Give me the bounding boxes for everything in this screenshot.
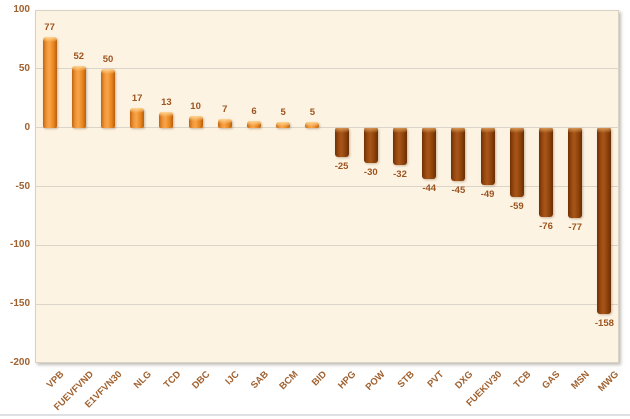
gridline xyxy=(35,244,619,246)
y-axis-label: 50 xyxy=(18,62,30,74)
bar-gloss-cap xyxy=(480,127,495,133)
x-axis-label-text: MSN xyxy=(569,369,592,392)
bar xyxy=(393,127,407,166)
bar-value-label: -32 xyxy=(393,169,407,181)
bar-value-label: -45 xyxy=(451,184,466,196)
x-axis-label-text: TCB xyxy=(511,369,534,391)
bar-value-label: 77 xyxy=(44,22,55,34)
x-axis-label-text: NLG xyxy=(132,369,154,391)
bar xyxy=(130,107,145,128)
bar xyxy=(451,127,466,181)
bar-value-label: 5 xyxy=(280,106,286,118)
bar-value-label: -76 xyxy=(539,221,553,233)
bar xyxy=(188,115,203,128)
x-axis-label-text: DXG xyxy=(452,369,476,392)
bar xyxy=(247,120,261,128)
x-axis-label-text: PVT xyxy=(425,369,446,390)
gridline xyxy=(35,127,619,129)
x-axis-label-text: DBC xyxy=(190,369,213,392)
bar-gloss-cap xyxy=(276,121,291,127)
bar-gloss-cap xyxy=(42,37,57,43)
y-axis-label: -100 xyxy=(9,239,30,251)
bar-gloss-cap xyxy=(130,107,145,113)
bar-value-label: 7 xyxy=(222,104,228,116)
x-axis-label-text: BID xyxy=(309,369,330,389)
bar-value-label: 52 xyxy=(73,51,85,63)
x-axis-label-text: TCD xyxy=(161,369,184,391)
bar xyxy=(217,119,232,128)
bar-value-label: -77 xyxy=(568,222,583,234)
bar-value-label: -158 xyxy=(594,317,614,329)
bar xyxy=(71,66,86,128)
bar-gloss-cap xyxy=(568,127,583,133)
bar-gloss-cap xyxy=(334,127,349,133)
bar xyxy=(597,127,612,314)
x-axis-label-text: BCM xyxy=(276,369,300,393)
bar xyxy=(101,68,115,128)
bar-gloss-cap xyxy=(159,112,174,118)
y-axis-label: 0 xyxy=(24,121,30,133)
bar-value-label: 10 xyxy=(190,100,201,112)
x-axis-label-text: IJC xyxy=(223,369,242,388)
bar-gloss-cap xyxy=(393,127,407,133)
y-axis-label: -50 xyxy=(15,180,30,192)
y-axis-label: 100 xyxy=(13,4,30,15)
bar-value-label: 5 xyxy=(309,106,316,118)
bar-value-label: -59 xyxy=(509,201,524,213)
bar-value-label: 50 xyxy=(102,53,114,65)
bar xyxy=(159,112,174,128)
x-axis-label-text: HPG xyxy=(336,369,359,392)
bar xyxy=(422,127,437,180)
bar-gloss-cap xyxy=(597,127,612,133)
gridline xyxy=(35,68,619,70)
bar-value-label: 13 xyxy=(161,97,172,109)
bar xyxy=(539,127,553,218)
bar-value-label: -49 xyxy=(480,189,495,201)
bar-value-label: 6 xyxy=(251,105,257,117)
gridline xyxy=(35,303,619,305)
bar xyxy=(276,121,291,128)
x-axis-label-text: VPB xyxy=(44,369,67,391)
y-axis-label: -150 xyxy=(9,298,30,310)
bar-gloss-cap xyxy=(247,120,261,126)
x-axis-label-text: GAS xyxy=(540,369,563,392)
bar-gloss-cap xyxy=(217,119,232,125)
bar-gloss-cap xyxy=(188,115,203,121)
x-axis-label-text: STB xyxy=(395,369,417,391)
y-axis-label: -200 xyxy=(9,357,30,368)
x-axis-label-text: POW xyxy=(363,369,388,393)
x-axis-label-text: SAB xyxy=(248,369,271,391)
bar-gloss-cap xyxy=(451,127,466,133)
bar-value-label: -25 xyxy=(334,161,349,173)
bar-gloss-cap xyxy=(422,127,437,133)
bar-gloss-cap xyxy=(539,127,553,133)
bar xyxy=(334,127,349,158)
bar xyxy=(509,127,524,198)
x-axis-label-text: MWG xyxy=(596,369,622,394)
bar-gloss-cap xyxy=(509,127,524,133)
bar xyxy=(480,127,495,186)
bar-gloss-cap xyxy=(101,68,115,74)
bar xyxy=(363,127,378,163)
bar-value-label: 17 xyxy=(131,92,143,104)
gridline xyxy=(35,186,619,187)
bar-gloss-cap xyxy=(363,127,378,133)
bar-value-label: -44 xyxy=(422,183,437,195)
bar xyxy=(568,127,583,219)
bar xyxy=(305,121,320,128)
bar-gloss-cap xyxy=(71,66,86,72)
bar-value-label: -30 xyxy=(363,166,378,178)
bar-gloss-cap xyxy=(305,121,320,127)
image-bottom-border xyxy=(0,414,630,416)
bar xyxy=(42,37,57,128)
